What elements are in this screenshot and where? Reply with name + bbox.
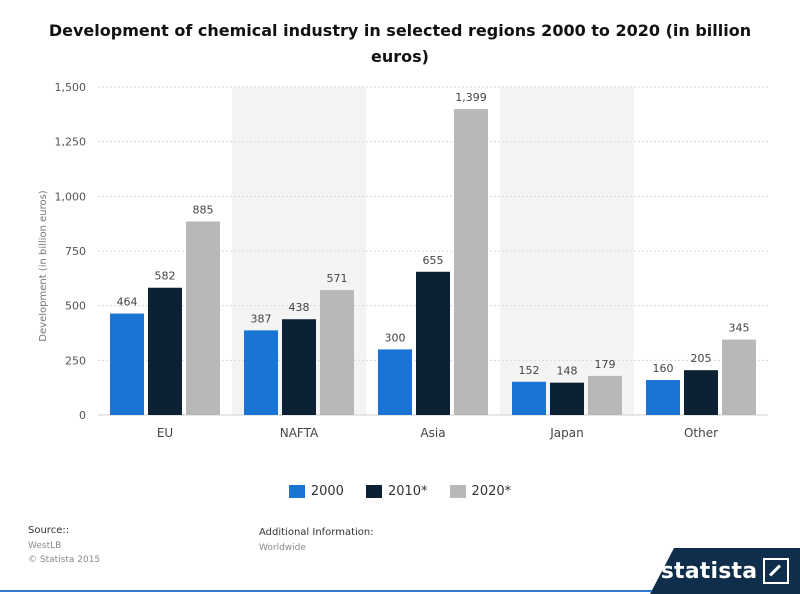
legend-swatch-2000: [288, 485, 305, 498]
source-label: Source::: [28, 525, 70, 536]
y-tick-label: 1,000: [55, 190, 87, 203]
additional-info-block: Additional Information: Worldwide: [259, 527, 374, 557]
chart-title: Development of chemical industry in sele…: [48, 21, 752, 66]
legend-swatch-2020: [449, 485, 466, 498]
legend-swatch-2010: [365, 485, 382, 498]
legend-item-2000[interactable]: 2000: [288, 484, 344, 499]
bar: [512, 381, 546, 415]
x-tick-label: Asia: [420, 426, 445, 440]
y-tick-label: 500: [65, 300, 86, 313]
bar: [684, 370, 718, 415]
data-label: 179: [595, 358, 616, 371]
data-label: 582: [155, 270, 176, 283]
bar: [320, 290, 354, 415]
legend-item-2020[interactable]: 2020*: [449, 484, 512, 499]
y-tick-label: 0: [79, 409, 86, 422]
bar: [416, 271, 450, 415]
bar: [244, 330, 278, 415]
y-tick-label: 1,500: [55, 81, 87, 94]
data-label: 152: [519, 364, 540, 377]
footer-accent-line: [0, 590, 652, 592]
copyright-text: © Statista 2015: [28, 555, 101, 565]
data-label: 571: [327, 272, 348, 285]
data-label: 1,399: [455, 91, 487, 104]
statista-logo[interactable]: statista: [650, 548, 800, 594]
data-label: 300: [385, 331, 406, 344]
bar: [378, 349, 412, 415]
brand-name: statista: [660, 558, 758, 584]
legend-label-2010: 2010*: [387, 484, 428, 499]
data-label: 205: [691, 352, 712, 365]
data-label: 148: [557, 365, 578, 378]
y-tick-label: 750: [65, 245, 86, 258]
data-label: 464: [117, 296, 138, 309]
data-label: 345: [729, 322, 750, 335]
x-tick-label: Japan: [549, 426, 583, 440]
bar: [454, 109, 488, 416]
bar: [110, 313, 144, 415]
bar: [282, 319, 316, 415]
bar: [550, 382, 584, 415]
bar: [186, 221, 220, 415]
data-label: 387: [251, 312, 272, 325]
y-axis-title: Development (in billion euros): [38, 190, 49, 342]
y-tick-label: 250: [65, 354, 86, 367]
legend-label-2020: 2020*: [471, 484, 512, 499]
legend: 2000 2010* 2020*: [0, 484, 800, 499]
data-label: 438: [289, 301, 310, 314]
additional-info-value: Worldwide: [259, 543, 306, 553]
additional-info-label: Additional Information:: [259, 527, 374, 538]
x-tick-label: NAFTA: [280, 426, 319, 440]
y-tick-label: 1,250: [55, 136, 87, 149]
x-tick-label: Other: [684, 426, 718, 440]
x-tick-label: EU: [157, 426, 173, 440]
source-value: WestLB: [28, 541, 62, 551]
bar: [588, 375, 622, 415]
legend-label-2000: 2000: [310, 484, 344, 499]
statista-mark-icon: [763, 558, 790, 584]
data-label: 160: [653, 362, 674, 375]
legend-item-2010[interactable]: 2010*: [365, 484, 428, 499]
data-label: 655: [423, 254, 444, 267]
bar: [646, 380, 680, 415]
data-label: 885: [193, 203, 214, 216]
bar: [148, 287, 182, 415]
bar: [722, 339, 756, 415]
source-block: Source:: WestLB © Statista 2015: [28, 525, 100, 569]
